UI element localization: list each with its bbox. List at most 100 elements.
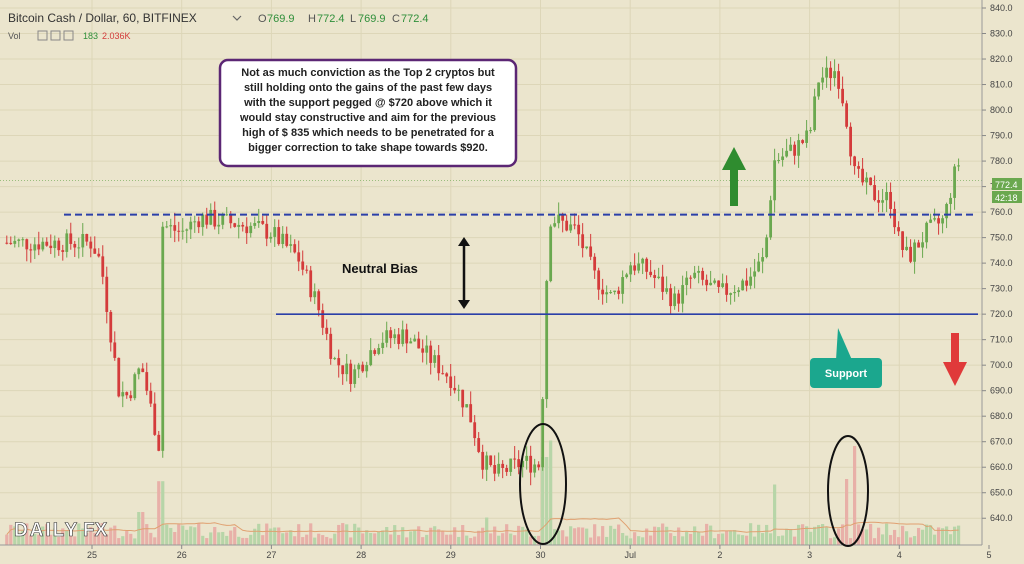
price-axis[interactable]	[982, 0, 1024, 545]
candle-body	[557, 214, 561, 224]
candle-body	[569, 224, 573, 231]
volume-bar	[673, 535, 677, 545]
volume-bar	[669, 533, 673, 545]
candle-body	[173, 225, 177, 231]
volume-bar	[285, 532, 289, 545]
volume-bar	[577, 527, 581, 545]
candle-body	[41, 241, 45, 250]
candle-body	[585, 246, 589, 249]
volume-bar	[789, 529, 793, 545]
candle-body	[941, 218, 944, 224]
volume-bar	[149, 532, 153, 545]
candle-body	[597, 270, 601, 290]
volume-bar	[37, 534, 41, 545]
y-tick-label: 670.0	[990, 437, 1013, 447]
candle-body	[605, 292, 609, 295]
commentary-line: high of $ 835 which needs to be penetrat…	[242, 127, 495, 139]
volume-bar	[221, 531, 225, 545]
volume-bar	[21, 530, 25, 545]
candle-body	[825, 67, 829, 78]
time-axis[interactable]	[0, 545, 1024, 564]
settings-icon[interactable]	[50, 30, 61, 41]
volume-bar	[801, 524, 805, 545]
candle-body	[657, 276, 661, 278]
y-tick-label: 700.0	[990, 360, 1013, 370]
y-tick-label: 740.0	[990, 258, 1013, 268]
candle-body	[741, 280, 745, 291]
volume-bar	[357, 527, 361, 545]
candle-body	[489, 455, 493, 466]
candle-body	[17, 239, 21, 241]
volume-bar	[385, 527, 389, 545]
candle-body	[677, 293, 681, 304]
volume-bar	[425, 534, 429, 545]
volume-bar	[381, 530, 385, 545]
vol-value-b: 2.036K	[102, 31, 131, 41]
volume-bar	[5, 534, 9, 545]
candle-body	[409, 341, 413, 344]
candle-body	[729, 293, 733, 295]
volume-bar	[649, 535, 653, 545]
volume-bar	[517, 525, 521, 545]
volume-bar	[621, 532, 625, 545]
volume-bar	[97, 523, 101, 545]
close-icon[interactable]	[63, 30, 74, 41]
volume-bar	[65, 530, 69, 545]
candle-body	[5, 242, 9, 244]
y-tick-label: 680.0	[990, 411, 1013, 421]
candle-body	[613, 290, 617, 293]
candle-body	[241, 224, 245, 227]
volume-bar	[393, 525, 397, 545]
candle-body	[253, 223, 257, 226]
candle-body	[89, 241, 93, 249]
volume-bar	[721, 533, 725, 545]
chevron-down-icon[interactable]	[232, 15, 242, 21]
candle-body	[925, 222, 928, 243]
candle-body	[801, 140, 805, 143]
candle-body	[37, 244, 41, 250]
candle-body	[537, 464, 541, 468]
volume-bar	[501, 533, 505, 545]
volume-bar	[257, 523, 261, 545]
candle-body	[877, 200, 880, 203]
current-price-tag: 772.4 42:18	[992, 178, 1022, 203]
volume-bar	[705, 523, 709, 545]
candle-body	[57, 240, 61, 251]
candle-body	[53, 240, 57, 249]
candle-body	[909, 246, 912, 262]
volume-bar	[317, 533, 321, 545]
double-arrow-icon	[458, 237, 470, 309]
candle-body	[881, 200, 884, 203]
candle-body	[333, 358, 337, 360]
candle-body	[401, 329, 405, 344]
candle-body	[513, 458, 517, 460]
volume-bar	[133, 538, 137, 545]
candle-body	[957, 165, 960, 167]
candle-body	[61, 250, 65, 252]
candle-body	[669, 288, 673, 307]
eye-icon[interactable]	[37, 30, 48, 41]
candle-body	[25, 239, 29, 250]
candle-body	[829, 67, 833, 79]
volume-bar	[125, 530, 129, 545]
candle-body	[21, 239, 25, 241]
volume-bar	[529, 536, 533, 545]
volume-bar	[733, 530, 737, 545]
candle-body	[109, 311, 113, 343]
volume-bar	[105, 534, 109, 545]
candle-body	[545, 281, 549, 400]
candle-body	[689, 277, 693, 279]
candle-body	[185, 229, 189, 231]
volume-bar	[769, 533, 773, 545]
symbol-title[interactable]: Bitcoin Cash / Dollar, 60, BITFINEX	[8, 11, 197, 25]
volume-bar	[421, 537, 425, 545]
candle-body	[717, 280, 721, 287]
candle-body	[945, 203, 948, 219]
volume-bar	[589, 537, 593, 545]
candle-body	[561, 214, 565, 221]
volume-ma-line	[6, 517, 959, 535]
volume-bar	[868, 523, 873, 545]
volume-bar	[753, 536, 757, 545]
candle-body	[661, 276, 665, 292]
